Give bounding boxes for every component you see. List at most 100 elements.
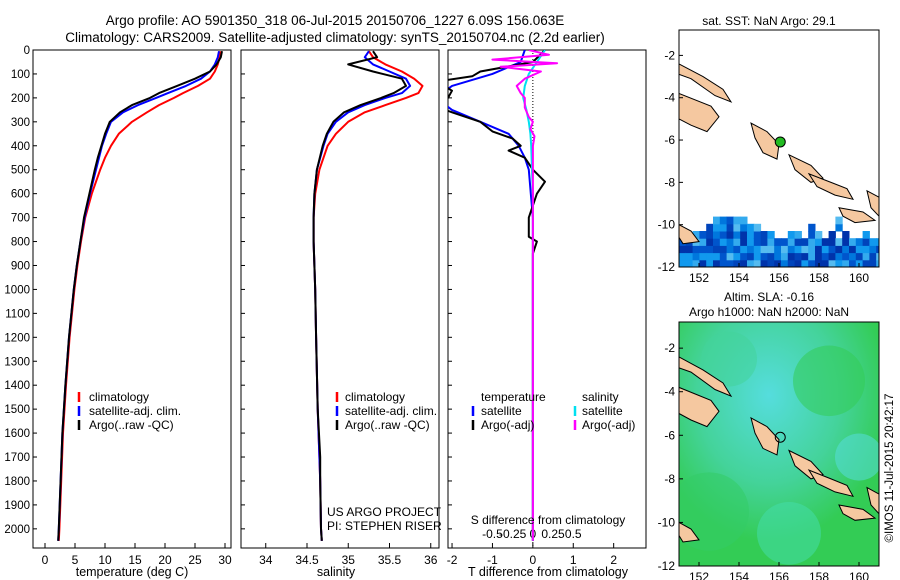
sst-cell — [794, 245, 802, 254]
sst-cell — [828, 238, 836, 246]
sst-cell — [713, 245, 721, 254]
sst-cell — [740, 259, 748, 267]
sst-cell — [679, 245, 687, 254]
sst-cell — [787, 252, 796, 261]
lat-tick-label: -2 — [664, 48, 675, 62]
legend-label-s-satellite: satellite — [582, 404, 623, 418]
sst-cell — [876, 259, 879, 267]
sst-cell — [849, 259, 857, 267]
x-tick-label: 35 — [342, 553, 356, 567]
lon-tick-label: 158 — [809, 271, 829, 285]
lat-tick-label: -10 — [658, 218, 676, 232]
sst-cell — [692, 245, 700, 254]
lat-tick-label: -8 — [664, 472, 675, 486]
sst-cell — [685, 252, 694, 261]
x-tick-label: 36 — [424, 553, 438, 567]
x-tick-label: 20 — [158, 553, 172, 567]
sst-cell — [699, 245, 707, 254]
lat-tick-label: -12 — [658, 260, 676, 274]
sst-cell — [849, 245, 857, 254]
sst-cell — [719, 252, 728, 261]
sst-cell — [713, 216, 721, 225]
salinity-axis-label: salinity — [317, 565, 356, 579]
sst-cell — [679, 252, 687, 261]
series-line-argo-raw-qc — [57, 51, 223, 541]
sst-cell — [787, 238, 796, 246]
sst-cell — [719, 245, 728, 254]
sst-cell — [794, 259, 802, 267]
sst-cell — [781, 245, 789, 254]
sla-map-axis-ticks: 152 154 156 158 160 -2 -4 -6 -8 -10 -12 — [658, 341, 870, 580]
coastline-land — [679, 63, 879, 245]
sla-field-variations — [679, 331, 879, 565]
sst-cell — [747, 223, 755, 232]
sst-cell — [781, 259, 789, 267]
sst-cell — [726, 231, 734, 239]
lon-tick-label: 156 — [769, 271, 789, 285]
sst-cell — [801, 259, 809, 267]
sst-cell — [835, 259, 843, 267]
sst-cell — [699, 252, 707, 261]
sst-cell — [726, 223, 734, 232]
island-shape — [679, 386, 720, 428]
sst-cell — [869, 238, 877, 246]
sst-cell — [713, 259, 721, 267]
sst-cell — [753, 238, 762, 246]
legend-title-salinity: salinity — [582, 390, 619, 404]
sla-map-panel: Altim. SLA: -0.16 Argo h1000: NaN h2000:… — [658, 290, 880, 580]
lat-tick-label: -8 — [664, 175, 675, 189]
argo-float-marker — [774, 431, 786, 443]
header-line1: Argo profile: AO 5901350_318 06-Jul-2015… — [106, 13, 565, 28]
sst-cell — [781, 238, 789, 246]
sst-cell — [821, 259, 830, 267]
sst-cell — [787, 259, 796, 267]
sst-cell — [869, 252, 877, 261]
sst-cell — [842, 259, 850, 267]
x-tick-label: 15 — [128, 553, 142, 567]
depth-tick-label: 1200 — [4, 332, 30, 344]
sla-map-title-line1: Altim. SLA: -0.16 — [724, 290, 814, 304]
sst-cell — [719, 259, 728, 267]
sst-cell — [713, 223, 721, 232]
sst-map-title: sat. SST: NaN Argo: 29.1 — [702, 14, 836, 28]
sst-cell — [753, 231, 762, 239]
depth-tick-label: 900 — [11, 260, 30, 272]
sst-cell — [767, 259, 775, 267]
lat-tick-label: -10 — [658, 515, 676, 529]
t-difference-axis-ticks: -2 -1 0 1 2 — [447, 543, 617, 567]
x-tick-label: 1 — [570, 553, 577, 567]
sst-cell — [733, 245, 741, 254]
depth-tick-label: 300 — [11, 117, 30, 129]
lon-tick-label: 154 — [729, 271, 749, 285]
sst-cell — [828, 231, 836, 239]
island-shape — [807, 172, 854, 201]
sst-cell — [726, 252, 734, 261]
sst-cell — [713, 231, 721, 239]
depth-tick-label: 400 — [11, 141, 30, 153]
x-tick-label: 2 — [610, 553, 617, 567]
lon-tick-label: 152 — [689, 570, 709, 580]
depth-tick-label: 1100 — [5, 308, 30, 320]
sst-cell — [815, 245, 823, 254]
sla-anomaly-blob — [793, 345, 865, 417]
sst-cell — [740, 231, 748, 239]
sst-cell — [808, 238, 816, 246]
sst-cell — [713, 252, 721, 261]
lat-tick-label: -12 — [658, 559, 676, 573]
s-tick-label: -0.25 — [499, 527, 527, 541]
sst-cell — [815, 238, 823, 246]
sst-cell — [753, 245, 762, 254]
island-shape — [838, 207, 877, 224]
sst-cell — [747, 231, 755, 239]
sla-anomaly-blob — [701, 331, 757, 387]
sst-cell — [692, 259, 700, 267]
lat-tick-label: -2 — [664, 341, 675, 355]
sst-cell — [842, 252, 850, 261]
temperature-panel: 0100200300400500600700800900100011001200… — [4, 45, 232, 579]
header-line2: Climatology: CARS2009. Satellite-adjuste… — [65, 30, 605, 45]
depth-tick-label: 1000 — [4, 284, 30, 296]
island-shape — [750, 122, 780, 160]
x-tick-label: 0 — [530, 553, 537, 567]
depth-tick-label: 500 — [11, 165, 30, 177]
sst-cell — [869, 259, 877, 267]
